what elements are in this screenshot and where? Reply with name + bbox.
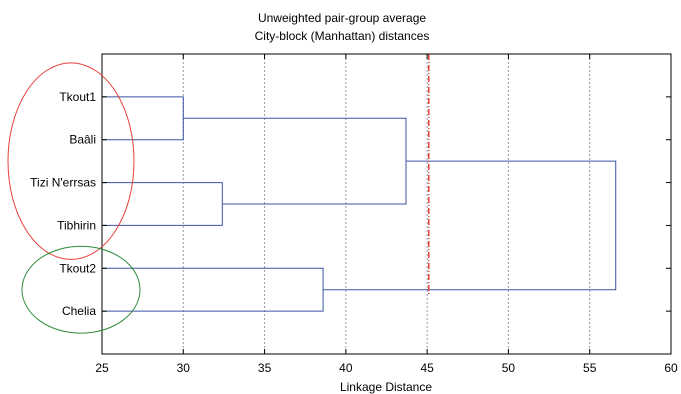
leaf-label: Tkout2: [59, 261, 96, 275]
plot-frame: [101, 53, 672, 355]
chart-subtitle: City-block (Manhattan) distances: [255, 29, 430, 43]
axis-ticks: 25 30 35 40 45 50 55 60: [95, 53, 678, 375]
leaf-labels: Tkout1 Baâli Tizi N'errsas Tibhirin Tkout2 Ch…: [30, 90, 96, 318]
x-tick-label: 60: [664, 361, 678, 375]
group-ellipses: [7, 62, 141, 334]
dendrogram-links: [102, 96, 617, 312]
leaf-label: Chelia: [62, 304, 96, 318]
dendrogram-link: [102, 182, 223, 226]
x-axis-label: Linkage Distance: [340, 380, 432, 394]
x-tick-label: 45: [420, 361, 434, 375]
dendrogram-link: [102, 96, 184, 141]
leaf-label: Tibhirin: [57, 218, 96, 232]
leaf-label: Baâli: [69, 133, 96, 147]
x-tick-label: 55: [583, 361, 597, 375]
chart-title: Unweighted pair-group average: [258, 11, 426, 25]
group-ellipse: [7, 62, 135, 260]
dendrogram-link: [183, 117, 407, 205]
x-tick-label: 50: [502, 361, 516, 375]
x-tick-label: 30: [177, 361, 191, 375]
leaf-label: Tkout1: [59, 90, 96, 104]
dendrogram-link: [323, 160, 617, 291]
x-tick-label: 35: [258, 361, 272, 375]
group-ellipse: [21, 245, 141, 334]
x-tick-label: 25: [95, 361, 109, 375]
dendrogram-link: [102, 267, 324, 312]
leaf-label: Tizi N'errsas: [30, 176, 96, 190]
x-tick-label: 40: [339, 361, 353, 375]
